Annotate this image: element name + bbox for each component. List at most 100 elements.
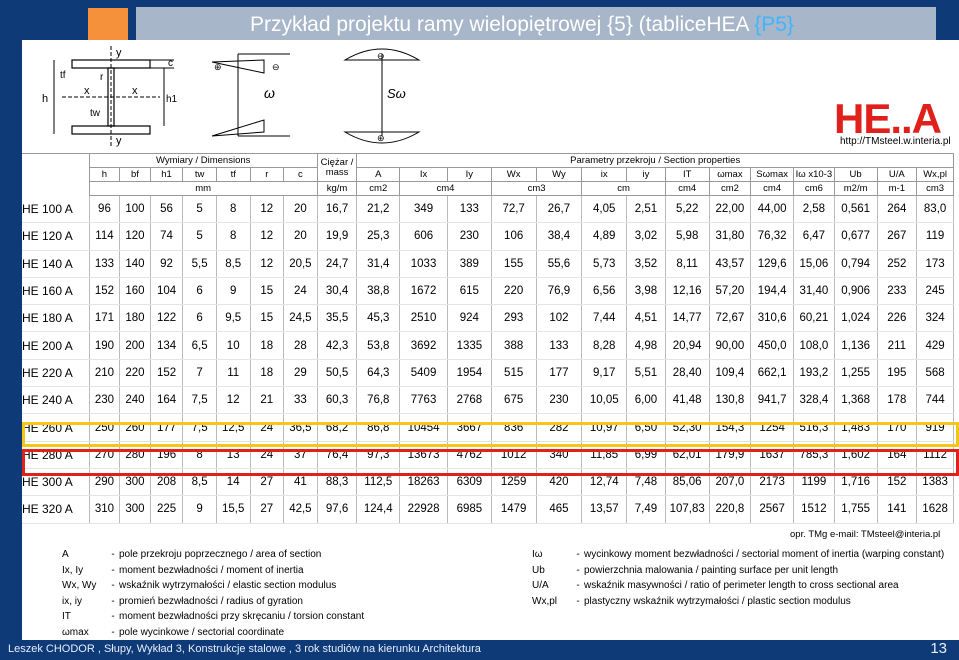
table-cell: 8,5 [216, 250, 251, 278]
table-cell: 516,3 [793, 413, 835, 442]
profile-name-cell: HE 160 A [22, 277, 90, 306]
footer-bar: Leszek CHODOR , Słupy, Wykład 3, Konstru… [0, 640, 959, 660]
table-cell: 230 [536, 386, 583, 415]
table-cell: 108,0 [793, 331, 835, 360]
table-cell: 155 [491, 250, 537, 278]
table-row: HE 120 A 114 120 74 5 8 12 20 19,9 25,3 606 230 106 3… [22, 222, 954, 251]
table-cell: 28 [283, 331, 318, 360]
table-cell: 282 [536, 413, 583, 442]
table-cell: 45,3 [356, 304, 401, 333]
props-header: Parametry przekroju / Section properties [356, 153, 954, 168]
table-cell: 744 [916, 386, 954, 415]
table-cell: 7 [182, 359, 217, 388]
table-cell: 1,602 [834, 441, 878, 469]
table-cell: 10,97 [581, 413, 628, 442]
table-cell: 568 [916, 359, 954, 388]
table-row: HE 300 A 290 300 208 8,5 14 27 41 88,3 112,5 18263… [22, 468, 954, 497]
legend-dash: - [576, 580, 580, 592]
table-cell: 220,8 [709, 495, 752, 524]
table-cell: 56 [150, 195, 184, 224]
table-cell: 1033 [399, 250, 448, 278]
table-cell: 20,94 [665, 331, 710, 360]
table-cell: 6309 [447, 468, 492, 497]
table-cell: 26,7 [536, 195, 583, 224]
table-cell: 20 [283, 195, 318, 224]
table-cell: 3667 [447, 413, 492, 442]
profile-name-cell: HE 220 A [22, 359, 90, 388]
table-cell: 2567 [750, 495, 795, 524]
table-cell: 43,57 [709, 250, 752, 278]
title-main: Przykład projektu ramy wielopiętrowej {5… [250, 13, 755, 36]
table-cell: 5,5 [182, 250, 217, 278]
legend-dash: - [111, 580, 115, 592]
table-cell: 310 [89, 495, 121, 524]
table-cell: 83,0 [916, 195, 954, 224]
col-Wxpl: Wx,pl [916, 167, 954, 182]
col-Ix: Ix [399, 167, 448, 182]
legend-symbol: Wx,pl [532, 595, 557, 607]
table-cell: 50,5 [317, 359, 358, 388]
table-cell: 1,255 [834, 359, 878, 388]
profile-name-cell: HE 100 A [22, 195, 90, 224]
table-row: HE 160 A 152 160 104 6 9 15 24 30,4 38,8 1672 615 22… [22, 277, 954, 306]
table-cell: 28,40 [665, 359, 710, 388]
table-cell: 179,9 [709, 441, 752, 469]
table-cell: 10454 [399, 413, 448, 442]
table-cell: 133 [89, 250, 121, 278]
table-cell: 270 [89, 441, 121, 469]
table-cell: 86,8 [356, 413, 401, 442]
table-cell: 15 [250, 304, 285, 333]
table-cell: 450,0 [750, 331, 795, 360]
label-y-top: y [116, 47, 122, 59]
table-cell: 1512 [793, 495, 835, 524]
table-cell: 9 [182, 495, 217, 524]
table-cell: 11 [216, 359, 251, 388]
table-cell: 15,5 [216, 495, 251, 524]
col-omega-max: ωmax [709, 167, 752, 182]
table-cell: 97,6 [317, 495, 358, 524]
table-cell: 29 [283, 359, 318, 388]
table-cell: 300 [119, 468, 151, 497]
table-cell: 41,48 [665, 386, 710, 415]
table-cell: 4,05 [581, 195, 628, 224]
legend-item: Ub - powierzchnia malowania / painting sur… [532, 563, 944, 579]
table-cell: 220 [491, 277, 537, 306]
table-cell: 124,4 [356, 495, 401, 524]
legend-dash: - [111, 549, 115, 561]
omega-plus: ⊕ [214, 62, 222, 72]
table-cell: 210 [89, 359, 121, 388]
table-cell: 24 [250, 441, 285, 469]
table-row: HE 100 A 96 100 56 5 8 12 20 16,7 21,2 349 133 72,7 2… [22, 195, 954, 224]
label-r: r [100, 72, 104, 83]
col-Ub: Ub [834, 167, 878, 182]
legend-item: Wx,pl - plastyczny wskaźnik wytrzymałości … [532, 594, 944, 610]
legend-item: Iω - wycinkowy moment bezwładności / secto… [532, 547, 944, 563]
table-row: HE 240 A 230 240 164 7,5 12 21 33 60,3 76,8 7763 27… [22, 386, 954, 415]
s-omega-diagram: Sω ⊖ ⊕ [343, 48, 421, 144]
legend-dash: - [111, 626, 115, 638]
table-cell: 22,00 [709, 195, 752, 224]
table-cell: 11,85 [581, 441, 628, 469]
table-cell: 1628 [916, 495, 954, 524]
table-row: HE 260 A 250 260 177 7,5 12,5 24 36,5 68,2 86,8 10… [22, 413, 954, 442]
unit-cm4: cm4 [399, 181, 492, 196]
legend-text: wycinkowy moment bezwładności / sectoria… [584, 549, 945, 561]
col-h1: h1 [150, 167, 184, 182]
unit-cm2-omega: cm2 [709, 181, 752, 196]
table-cell: 12 [216, 386, 251, 415]
label-tf: tf [60, 70, 66, 81]
table-cell: 675 [491, 386, 537, 415]
table-cell: 90,00 [709, 331, 752, 360]
table-cell: 324 [916, 304, 954, 333]
table-cell: 290 [89, 468, 121, 497]
table-cell: 10,05 [581, 386, 628, 415]
profile-name-cell: HE 140 A [22, 250, 90, 278]
table-cell: 220 [119, 359, 151, 388]
legend-left: A - pole przekroju poprzecznego / area of … [62, 547, 364, 640]
table-cell: 1112 [916, 441, 954, 469]
brand-logo: HE..A [834, 95, 942, 142]
table-cell: 170 [877, 413, 918, 442]
table-cell: 260 [119, 413, 151, 442]
table-cell: 7,5 [182, 386, 217, 415]
table-cell: 5,98 [665, 222, 710, 251]
